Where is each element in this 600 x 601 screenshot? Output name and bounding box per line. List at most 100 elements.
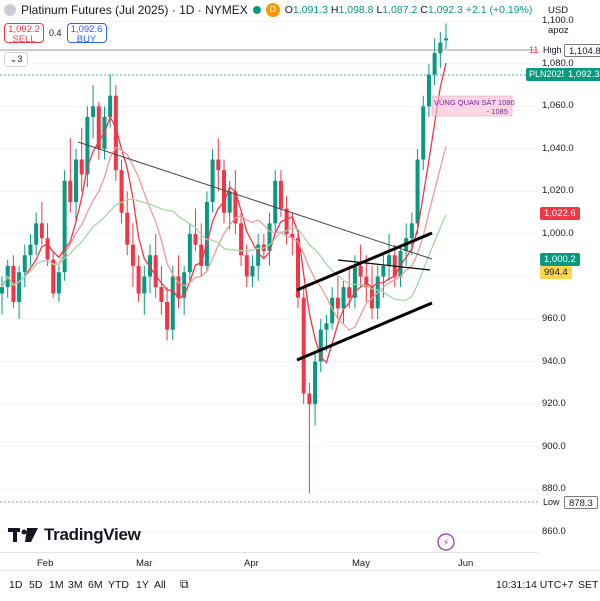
delayed-badge: D bbox=[265, 3, 280, 17]
sell-button[interactable]: 1,092.2 SELL bbox=[4, 23, 44, 45]
symbol-icon bbox=[4, 4, 16, 16]
buy-button[interactable]: 1,092.6 BUY bbox=[66, 23, 107, 45]
candle bbox=[210, 148, 215, 213]
candle-body bbox=[204, 202, 209, 266]
candle-body bbox=[330, 297, 335, 324]
price-tick-label: 960.0 bbox=[542, 313, 566, 325]
candle-body bbox=[313, 361, 318, 405]
candle bbox=[153, 233, 158, 298]
candle bbox=[301, 287, 306, 405]
candle bbox=[125, 191, 130, 256]
price-tick-label: 880.0 bbox=[542, 483, 566, 495]
candle-body bbox=[170, 276, 175, 330]
market-status-icon bbox=[252, 6, 261, 14]
candle-body bbox=[347, 287, 352, 298]
time-tick-label: Jun bbox=[458, 558, 474, 569]
candle-body bbox=[278, 180, 283, 209]
candle bbox=[142, 265, 147, 315]
tradingview-logo-icon bbox=[8, 528, 38, 542]
candle-body bbox=[409, 223, 414, 239]
candle-body bbox=[125, 212, 130, 245]
timeframe-5d-button[interactable]: 5D bbox=[29, 579, 43, 591]
symbol-row: Platinum Futures (Jul 2025) · 1D · NYMEX… bbox=[4, 3, 532, 17]
timeframe-all-button[interactable]: All bbox=[154, 579, 166, 591]
ma-fast-label: 1,022.6 bbox=[540, 207, 580, 220]
ma-mid-line bbox=[1, 146, 447, 331]
channel-mid-line bbox=[337, 259, 431, 271]
candle bbox=[113, 85, 118, 181]
time-tick-label: Apr bbox=[244, 558, 259, 569]
price-tick-label: 1,100.0 bbox=[542, 15, 574, 27]
candle-body bbox=[0, 287, 4, 294]
candle bbox=[34, 212, 39, 256]
candle bbox=[91, 85, 96, 139]
candle-body bbox=[398, 250, 403, 277]
timeframe-1d-button[interactable]: 1D bbox=[9, 579, 23, 591]
high-value-label: 1,104.8 bbox=[564, 44, 600, 57]
resistance-trendline bbox=[77, 141, 433, 260]
candle bbox=[352, 255, 357, 309]
candle-body bbox=[108, 95, 113, 117]
symbol-title[interactable]: Platinum Futures (Jul 2025) · 1D · NYMEX bbox=[21, 3, 248, 17]
date-range-icon[interactable]: ⧉ bbox=[180, 577, 189, 591]
chart-header: Platinum Futures (Jul 2025) · 1D · NYMEX… bbox=[0, 0, 532, 22]
candle bbox=[148, 244, 152, 294]
candle bbox=[273, 170, 278, 234]
candle-body bbox=[216, 159, 221, 171]
candle-body bbox=[438, 42, 443, 54]
candle-body bbox=[142, 276, 147, 294]
candle-body bbox=[96, 106, 101, 149]
price-chart[interactable]: VÙNG QUAN SÁT 1080 - 1085 ⚡ bbox=[0, 0, 538, 553]
price-tick-label: 1,080.0 bbox=[542, 57, 574, 69]
symbol-label: PLN2025 bbox=[526, 68, 570, 81]
candle-body bbox=[267, 223, 272, 251]
candle bbox=[290, 212, 295, 256]
candle bbox=[28, 233, 33, 266]
candle-body bbox=[244, 255, 249, 277]
bottom-toolbar: 1D 5D 1M 3M 6M YTD 1Y All ⧉ 10:31:14 UTC… bbox=[0, 570, 600, 601]
session-button[interactable]: SET bbox=[578, 579, 599, 591]
candle bbox=[17, 265, 22, 320]
candle bbox=[358, 244, 363, 288]
candle bbox=[335, 276, 340, 320]
candle-body bbox=[159, 287, 164, 303]
candle bbox=[415, 148, 420, 234]
timeframe-3m-button[interactable]: 3M bbox=[68, 579, 83, 591]
candle-body bbox=[39, 223, 44, 239]
timeframe-6m-button[interactable]: 6M bbox=[88, 579, 103, 591]
price-tick-label: 1,020.0 bbox=[542, 185, 574, 197]
candle-body bbox=[421, 106, 426, 160]
timeframe-1y-button[interactable]: 1Y bbox=[136, 579, 149, 591]
timeframe-ytd-button[interactable]: YTD bbox=[108, 579, 129, 591]
ma-slow-line bbox=[1, 198, 447, 301]
candle-body bbox=[62, 180, 67, 273]
candle bbox=[256, 233, 261, 281]
candle bbox=[318, 319, 323, 373]
candle-body bbox=[28, 244, 33, 256]
candle bbox=[267, 212, 272, 266]
candle bbox=[421, 95, 426, 171]
candle bbox=[22, 244, 27, 288]
ma-slow-label: 994.4 bbox=[540, 266, 572, 279]
candle-body bbox=[381, 265, 386, 277]
candle bbox=[51, 250, 56, 298]
candle-body bbox=[432, 53, 437, 75]
timeframe-1m-button[interactable]: 1M bbox=[49, 579, 64, 591]
candle-body bbox=[296, 238, 300, 298]
candle bbox=[170, 265, 175, 341]
candle-body bbox=[222, 170, 226, 213]
candle-body bbox=[85, 116, 90, 175]
candle-body bbox=[113, 95, 118, 171]
indicators-toggle-button[interactable]: ⌄3 bbox=[4, 52, 28, 67]
time-tick-label: Feb bbox=[37, 558, 54, 569]
candle-body bbox=[165, 302, 170, 330]
candle-body bbox=[335, 297, 340, 309]
clock-readout[interactable]: 10:31:14 UTC+7 bbox=[496, 579, 574, 591]
candle bbox=[85, 106, 90, 188]
candle-body bbox=[426, 74, 431, 107]
price-tick-label: 860.0 bbox=[542, 525, 566, 537]
svg-text:⚡: ⚡ bbox=[443, 539, 449, 549]
candle bbox=[222, 159, 226, 224]
candle-body bbox=[153, 255, 158, 288]
candle-body bbox=[176, 276, 181, 298]
